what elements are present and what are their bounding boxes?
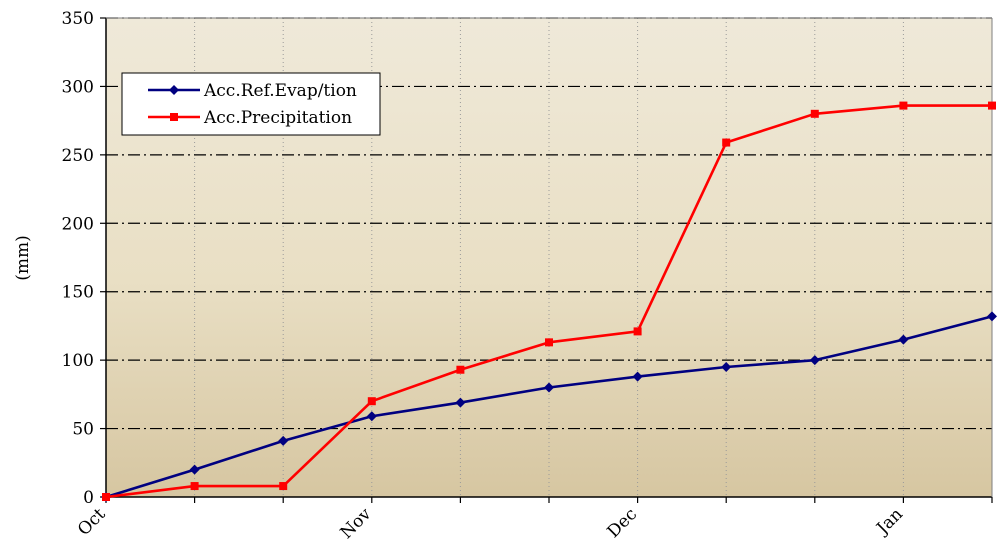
data-point	[278, 435, 289, 446]
data-point	[632, 371, 643, 382]
series-lines	[101, 101, 997, 502]
data-point	[279, 482, 288, 491]
y-tick-label: 50	[72, 420, 94, 440]
data-point	[898, 334, 909, 345]
tick-labels: 0 50 100 150 200 250 300 350 Oct Nov Dec Jan	[62, 9, 907, 543]
data-point	[455, 397, 466, 408]
data-point	[633, 327, 642, 336]
data-point	[988, 101, 996, 110]
legend: Acc.Ref.Evap/tion Acc.Precipitation	[121, 72, 381, 136]
axes	[100, 17, 993, 503]
data-point	[899, 101, 908, 110]
legend-marker	[170, 113, 178, 121]
data-point	[721, 361, 732, 372]
data-point	[810, 109, 819, 118]
y-tick-label: 150	[62, 283, 94, 303]
data-point	[544, 382, 554, 393]
y-tick-label: 300	[62, 77, 94, 97]
data-point	[987, 311, 997, 322]
legend-label: Acc.Ref.Evap/tion	[203, 81, 357, 101]
data-point	[809, 355, 820, 366]
legend-marker	[169, 85, 179, 95]
y-tick-label: 350	[62, 9, 94, 29]
data-point	[722, 138, 731, 147]
data-point	[545, 338, 553, 347]
data-point	[189, 464, 200, 475]
data-point	[367, 397, 376, 406]
y-axis-label: (mm)	[13, 235, 33, 281]
legend-box	[121, 72, 381, 136]
data-point	[456, 365, 465, 374]
x-tick-label: Dec	[604, 504, 642, 542]
x-tick-label: Nov	[337, 504, 376, 543]
y-tick-label: 0	[83, 488, 94, 508]
y-tick-label: 200	[62, 214, 94, 234]
y-tick-label: 250	[62, 146, 94, 166]
legend-label: Acc.Precipitation	[203, 108, 352, 128]
y-tick-label: 100	[62, 351, 94, 371]
data-point	[102, 493, 110, 501]
x-tick-label: Oct	[74, 504, 110, 540]
data-point	[190, 482, 199, 491]
x-tick-label: Jan	[872, 504, 907, 539]
data-point	[366, 411, 377, 422]
